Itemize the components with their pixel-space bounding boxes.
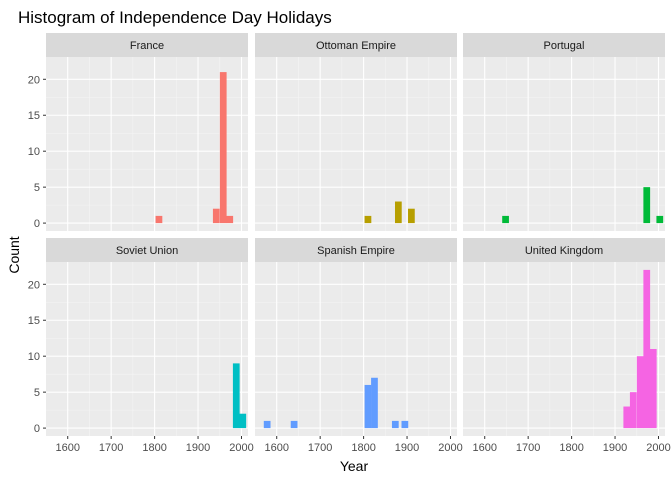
strip-label-portugal: Portugal	[544, 40, 585, 52]
strip-background	[255, 238, 457, 262]
x-tick-label: 2000	[646, 442, 670, 454]
strip-background	[46, 33, 248, 57]
strip-background	[463, 238, 665, 262]
bar-united-kingdom-1958	[636, 356, 644, 429]
x-tick-label: 2000	[229, 442, 253, 454]
strip-background	[46, 238, 248, 262]
strip-background	[463, 33, 665, 57]
x-tick-label: 1700	[99, 442, 123, 454]
bar-france-1973	[226, 215, 234, 224]
bar-united-kingdom-1988	[649, 349, 657, 429]
panel-background	[46, 262, 248, 436]
y-tick-label: 15	[28, 315, 40, 327]
strip-label-united-kingdom: United Kingdom	[525, 245, 603, 257]
y-tick-label: 20	[28, 74, 40, 86]
bar-spanish-empire-1825	[371, 377, 378, 429]
y-tick-label: 0	[34, 218, 40, 230]
x-tick-label: 1700	[308, 442, 332, 454]
x-tick-label: 1800	[559, 442, 583, 454]
bar-spanish-empire-1640	[290, 420, 298, 429]
panel-ottoman-empire: Ottoman Empire	[255, 33, 457, 231]
chart-title: Histogram of Independence Day Holidays	[18, 8, 332, 27]
y-tick-label: 5	[34, 387, 40, 399]
bar-spanish-empire-1810	[364, 384, 372, 429]
panel-background	[46, 57, 248, 231]
bar-france-1942	[212, 208, 220, 224]
strip-label-soviet-union: Soviet Union	[116, 245, 178, 257]
bar-portugal-1973	[643, 187, 651, 224]
x-tick-label: 1600	[264, 442, 288, 454]
bar-ottoman-empire-1810	[364, 215, 372, 224]
x-tick-label: 1600	[472, 442, 496, 454]
bar-france-1958	[219, 72, 227, 224]
panel-united-kingdom: United Kingdom 1600 1700 1800 1900 2000	[463, 238, 671, 454]
bar-france-1810	[155, 215, 163, 224]
x-tick-label: 1900	[186, 442, 210, 454]
x-tick-label: 1900	[395, 442, 419, 454]
strip-label-spanish-empire: Spanish Empire	[317, 245, 395, 257]
x-tick-label: 1800	[142, 442, 166, 454]
panel-background	[255, 262, 457, 436]
bar-ottoman-empire-1910	[408, 208, 415, 224]
x-tick-label: 1800	[351, 442, 375, 454]
panel-soviet-union: Soviet Union 0 5 10 15 20 1600 1700 1800 1900 2000	[28, 238, 254, 454]
x-tick-label: 1600	[55, 442, 79, 454]
y-axis-title: Count	[6, 236, 22, 273]
bar-united-kingdom-1973	[643, 269, 651, 429]
facet-panels: France 0 5 10 15 20 Ottoman Empire Portugal Sovi…	[28, 33, 671, 454]
bar-spanish-empire-1895	[401, 420, 409, 429]
panel-background	[255, 57, 457, 231]
bar-soviet-union-2003	[239, 413, 247, 429]
strip-label-france: France	[130, 40, 164, 52]
strip-label-ottoman-empire: Ottoman Empire	[316, 40, 396, 52]
bar-spanish-empire-1873	[391, 420, 399, 429]
y-tick-label: 10	[28, 146, 40, 158]
strip-background	[255, 33, 457, 57]
bar-ottoman-empire-1880	[394, 201, 402, 224]
bar-portugal-2003	[656, 215, 664, 224]
y-tick-label: 0	[34, 423, 40, 435]
panel-portugal: Portugal	[463, 33, 665, 231]
x-axis-title: Year	[340, 458, 369, 474]
x-tick-label: 1700	[516, 442, 540, 454]
panel-spanish-empire: Spanish Empire 1600 1700 1800 1900 2000	[255, 238, 463, 454]
bar-soviet-union-1988	[232, 363, 240, 429]
y-tick-label: 15	[28, 110, 40, 122]
x-tick-label: 2000	[438, 442, 462, 454]
panel-france: France 0 5 10 15 20	[28, 33, 248, 231]
bar-united-kingdom-1942	[629, 392, 637, 429]
panel-background	[463, 57, 665, 231]
x-tick-label: 1900	[603, 442, 627, 454]
y-tick-label: 10	[28, 351, 40, 363]
bar-portugal-1648	[502, 215, 509, 224]
y-tick-label: 5	[34, 182, 40, 194]
bar-united-kingdom-1927	[623, 406, 631, 429]
bar-spanish-empire-1578	[263, 420, 271, 429]
y-tick-label: 20	[28, 279, 40, 291]
